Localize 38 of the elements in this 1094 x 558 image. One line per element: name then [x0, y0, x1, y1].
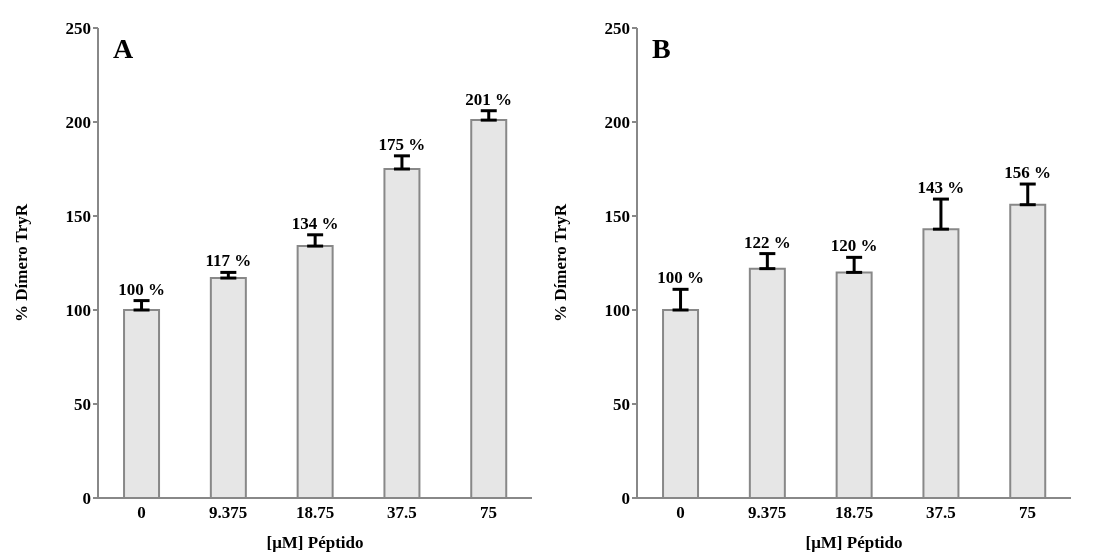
x-tick-label: 9.375: [748, 503, 787, 523]
y-axis-title: % Dímero TryR: [12, 203, 32, 323]
data-label: 134 %: [291, 213, 339, 233]
x-tick-label: 18.75: [295, 503, 335, 523]
x-tick-label: 37.5: [925, 503, 956, 523]
x-tick-label: 18.75: [834, 503, 874, 523]
x-tick-label: 75: [1019, 503, 1037, 523]
y-tick-label: 0: [621, 489, 630, 509]
chart-title: A: [113, 33, 134, 65]
y-tick-label: 200: [604, 113, 630, 133]
y-tick-label: 0: [82, 489, 91, 509]
y-tick-label: 50: [613, 395, 630, 415]
x-tick-label: 0: [137, 503, 146, 523]
y-tick-label: 250: [604, 19, 630, 39]
y-tick-label: 150: [65, 207, 91, 227]
y-tick-label: 250: [65, 19, 91, 39]
x-axis-title: [μM] Péptido: [266, 533, 364, 552]
y-tick-label: 100: [65, 301, 91, 321]
data-label: 100 %: [118, 279, 165, 299]
data-label: 156 %: [1004, 163, 1052, 183]
x-tick-label: 37.5: [386, 503, 417, 523]
y-tick-label: 100: [604, 301, 630, 321]
x-tick-label: 9.375: [209, 503, 248, 523]
data-label: 143 %: [917, 178, 965, 198]
x-tick-label: 0: [676, 503, 685, 523]
data-label: 100 %: [657, 268, 704, 288]
y-axis-title: % Dímero TryR: [551, 203, 571, 323]
y-tick-label: 200: [65, 113, 91, 133]
y-tick-label: 50: [74, 395, 91, 415]
data-label: 117 %: [205, 251, 252, 271]
y-tick-label: 150: [604, 207, 630, 227]
x-tick-label: 75: [480, 503, 498, 523]
x-axis-title: [μM] Péptido: [805, 533, 903, 552]
data-label: 120 %: [830, 236, 878, 256]
data-label: 122 %: [743, 232, 791, 252]
data-label: 201 %: [465, 89, 513, 109]
data-label: 175 %: [378, 134, 426, 154]
chart-title: B: [652, 33, 671, 65]
